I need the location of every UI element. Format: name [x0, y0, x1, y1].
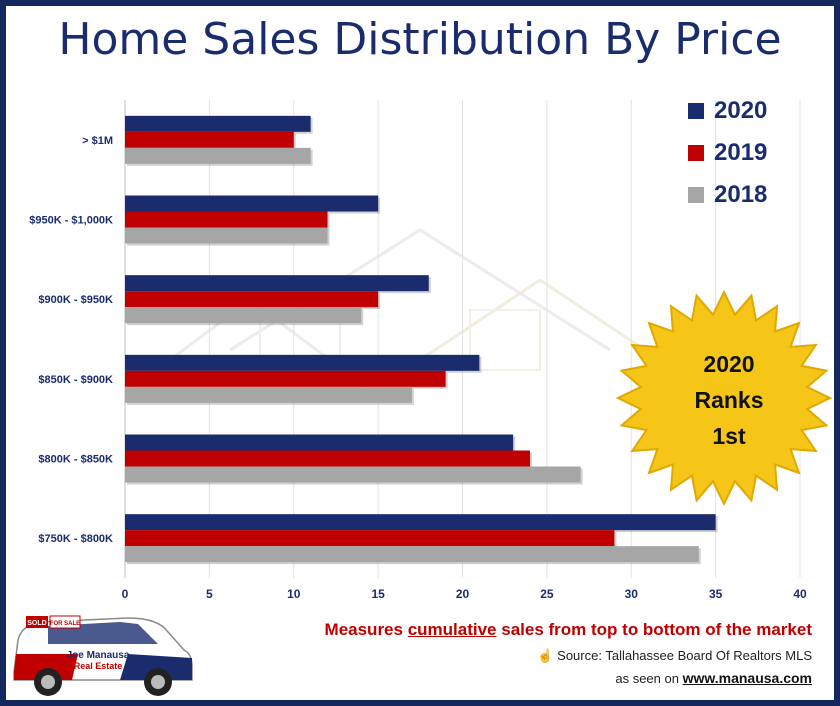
x-tick-label: 0	[122, 587, 129, 601]
bar-2020	[125, 354, 480, 371]
x-tick-label: 20	[456, 587, 470, 601]
legend-swatch-2020	[688, 103, 704, 119]
legend-label-2018: 2018	[714, 181, 768, 208]
legend-item-2020: 2020	[688, 90, 767, 132]
legend: 2020 2019 2018	[688, 90, 767, 216]
bar-2018	[125, 307, 362, 324]
y-tick-label: $950K - $1,000K	[29, 215, 113, 227]
note-emphasis: cumulative	[407, 620, 497, 639]
footer-note: Measures cumulative sales from top to bo…	[325, 620, 812, 640]
bar-2019	[125, 370, 446, 387]
car-brand-line1: Joe Manausa	[67, 650, 130, 661]
gridlines	[124, 100, 801, 578]
y-tick-label: $800K - $850K	[38, 454, 113, 466]
legend-item-2019: 2019	[688, 132, 767, 174]
car-brand-line2: Real Estate	[74, 661, 123, 671]
bar-2020	[125, 195, 379, 212]
for-sale-sign	[49, 615, 81, 629]
sold-sign	[26, 616, 48, 628]
bar-2019	[125, 450, 530, 467]
bars	[125, 115, 718, 565]
footer-source: ☝ Source: Tallahassee Board Of Realtors …	[537, 648, 812, 664]
bar-2018	[125, 227, 328, 244]
bar-2020	[125, 434, 514, 451]
legend-swatch-2019	[688, 145, 704, 161]
y-tick-label: $850K - $900K	[38, 374, 113, 386]
bar-2018	[125, 386, 412, 403]
x-tick-label: 35	[709, 587, 723, 601]
x-tick-label: 30	[625, 587, 639, 601]
y-tick-label: > $1M	[82, 135, 113, 147]
chart-title: Home Sales Distribution By Price	[58, 14, 782, 65]
bar-2018	[125, 466, 581, 483]
y-tick-label: $750K - $800K	[38, 533, 113, 545]
x-tick-label: 5	[206, 587, 213, 601]
source-text: Source: Tallahassee Board Of Realtors ML…	[557, 648, 812, 663]
hand-pointer-icon: ☝	[537, 648, 558, 663]
bar-2019	[125, 211, 328, 228]
bar-2020	[125, 514, 716, 531]
y-tick-label: $900K - $950K	[38, 294, 113, 306]
legend-label-2019: 2019	[714, 139, 768, 166]
badge-line-year: 2020	[703, 351, 755, 377]
bar-2019	[125, 131, 294, 148]
note-suffix: sales from top to bottom of the market	[496, 620, 812, 639]
sold-sign-text: SOLD	[27, 620, 46, 627]
badge-line-rank: 1st	[712, 423, 746, 449]
y-tick-labels: > $1M $950K - $1,000K $900K - $950K $850K -…	[29, 135, 113, 545]
bar-2020	[125, 115, 311, 132]
x-tick-label: 10	[287, 587, 301, 601]
legend-swatch-2018	[688, 187, 704, 203]
x-tick-label: 25	[540, 587, 554, 601]
note-prefix: Measures	[324, 620, 408, 639]
bar-2019	[125, 530, 615, 547]
site-link[interactable]: www.manausa.com	[682, 670, 812, 686]
bar-2019	[125, 291, 379, 308]
bar-2020	[125, 275, 429, 292]
seen-prefix: as seen on	[615, 671, 683, 686]
bar-2018	[125, 546, 699, 563]
bar-2018	[125, 147, 311, 164]
legend-label-2020: 2020	[714, 97, 768, 124]
footer-seen-on: as seen on www.manausa.com	[615, 670, 812, 686]
starburst-badge	[615, 289, 833, 507]
x-tick-label: 15	[371, 587, 385, 601]
car-icon: SOLD FOR SALE Joe Manausa Real Estate	[13, 615, 193, 696]
for-sale-sign-text: FOR SALE	[50, 621, 80, 627]
badge-text: 2020 Ranks 1st	[656, 346, 802, 454]
legend-item-2018: 2018	[688, 174, 767, 216]
x-tick-labels: 0 5 10 15 20 25 30 35 40	[122, 587, 807, 601]
badge-line-ranks: Ranks	[694, 387, 764, 413]
x-tick-label: 40	[793, 587, 807, 601]
